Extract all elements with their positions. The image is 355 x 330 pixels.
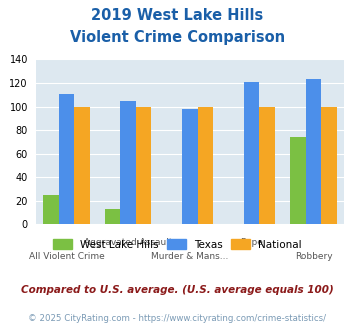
Bar [59,94,74,224]
Text: Rape: Rape [240,238,263,247]
Bar [120,101,136,224]
Text: Compared to U.S. average. (U.S. average equals 100): Compared to U.S. average. (U.S. average … [21,285,334,295]
Bar [290,137,306,224]
Bar [260,107,275,224]
Bar [244,82,260,224]
Bar [182,109,198,224]
Text: 2019 West Lake Hills: 2019 West Lake Hills [91,8,264,23]
Bar [74,107,89,224]
Bar [306,80,321,224]
Text: Robbery: Robbery [295,252,332,261]
Bar [43,195,59,224]
Bar [105,209,120,224]
Bar [136,107,151,224]
Text: Aggravated Assault: Aggravated Assault [84,238,173,247]
Bar [321,107,337,224]
Text: Violent Crime Comparison: Violent Crime Comparison [70,30,285,45]
Text: © 2025 CityRating.com - https://www.cityrating.com/crime-statistics/: © 2025 CityRating.com - https://www.city… [28,314,327,323]
Legend: West Lake Hills, Texas, National: West Lake Hills, Texas, National [49,235,306,254]
Text: Murder & Mans...: Murder & Mans... [151,252,229,261]
Text: All Violent Crime: All Violent Crime [28,252,104,261]
Bar [198,107,213,224]
